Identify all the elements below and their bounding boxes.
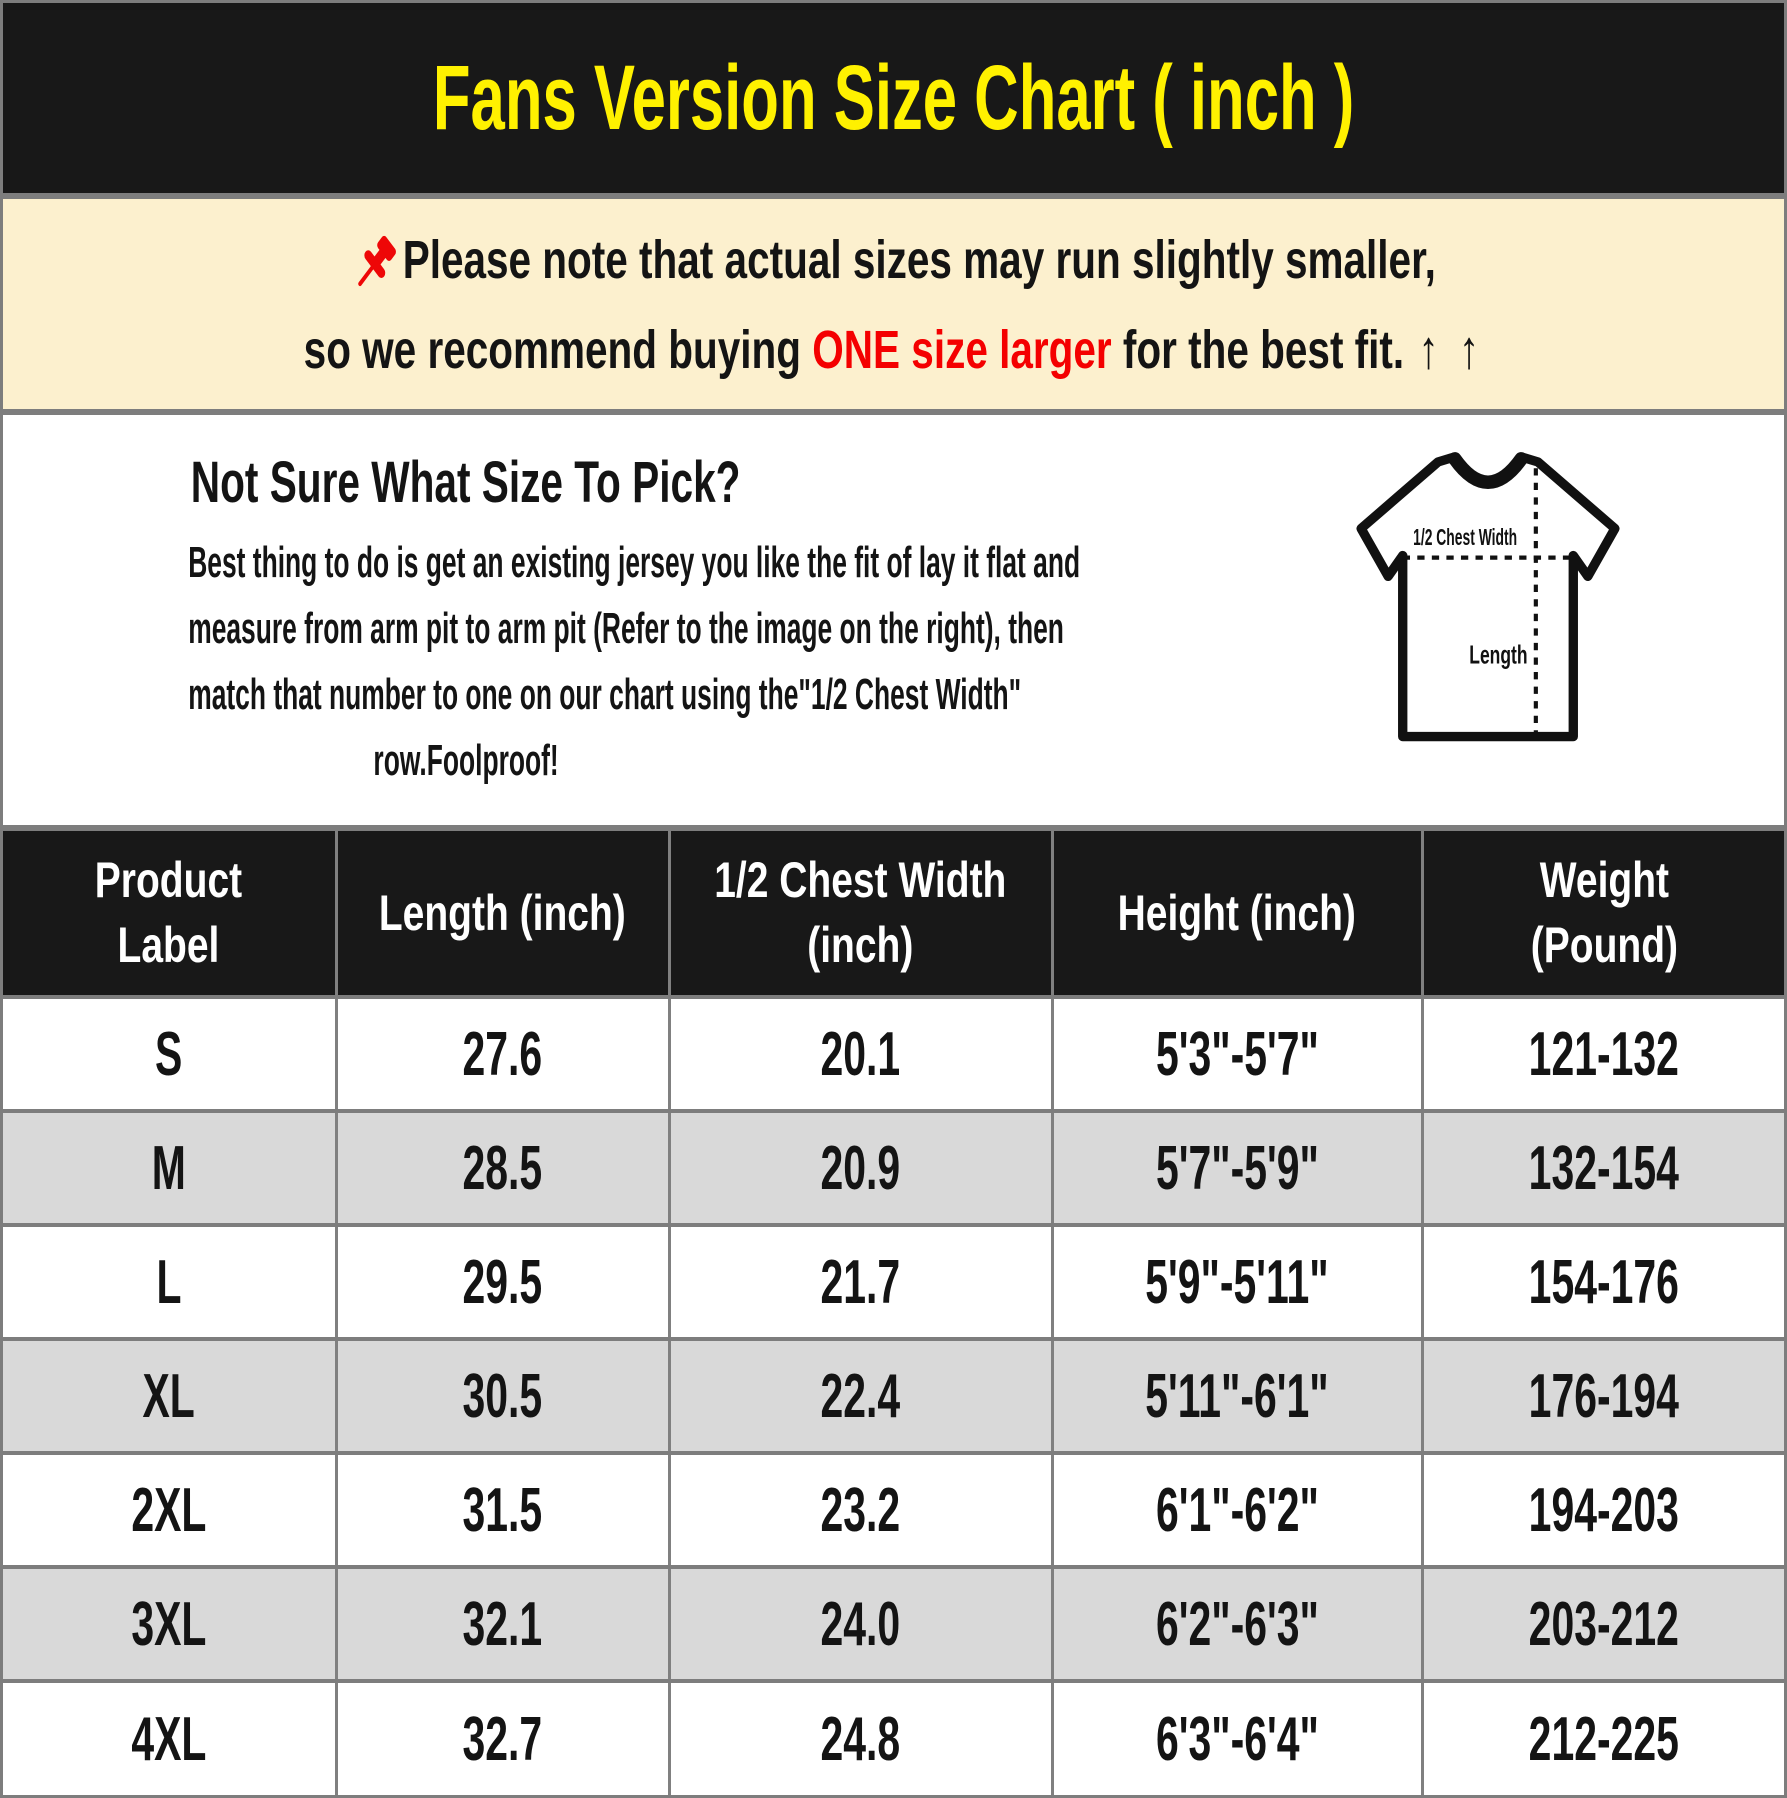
cell-length: 32.1 — [334, 1565, 670, 1681]
col-height: Height (inch) — [1050, 831, 1423, 997]
table-row: 2XL 31.5 23.2 6'1"-6'2" 194-203 — [3, 1451, 1784, 1567]
col-product-label: Product Label — [95, 852, 243, 973]
guide-heading: Not Sure What Size To Pick? — [191, 450, 741, 515]
cell-weight: 121-132 — [1420, 995, 1784, 1111]
table-row: S 27.6 20.1 5'3"-5'7" 121-132 — [3, 995, 1784, 1111]
up-arrows-icon: ↑ ↑ — [1418, 320, 1484, 380]
cell-length: 31.5 — [334, 1451, 670, 1567]
cell-height: 5'7"-5'9" — [1050, 1109, 1423, 1225]
cell-size: 4XL — [3, 1679, 337, 1795]
cell-length: 29.5 — [334, 1223, 670, 1339]
cell-length: 27.6 — [334, 995, 670, 1111]
guide-body-line: match that number to one on our chart us… — [188, 670, 1022, 719]
table-row: XL 30.5 22.4 5'11"-6'1" 176-194 — [3, 1337, 1784, 1453]
cell-height: 6'3"-6'4" — [1050, 1679, 1423, 1795]
cell-weight: 176-194 — [1420, 1337, 1784, 1453]
notice-text-1: Please note that actual sizes may run sl… — [402, 230, 1436, 290]
guide-body-line: measure from arm pit to arm pit (Refer t… — [188, 604, 1064, 653]
page-title: Fans Version Size Chart ( inch ) — [432, 46, 1355, 149]
cell-length: 28.5 — [334, 1109, 670, 1225]
cell-size: S — [3, 995, 337, 1111]
section-divider — [3, 409, 1784, 415]
cell-height: 5'3"-5'7" — [1050, 995, 1423, 1111]
section-divider — [3, 193, 1784, 199]
notice-banner: Please note that actual sizes may run sl… — [3, 199, 1784, 409]
section-divider — [3, 825, 1784, 831]
cell-weight: 212-225 — [1420, 1679, 1784, 1795]
cell-weight: 203-212 — [1420, 1565, 1784, 1681]
pushpin-icon — [358, 235, 396, 287]
table-row: L 29.5 21.7 5'9"-5'11" 154-176 — [3, 1223, 1784, 1339]
length-label: Length — [1469, 640, 1527, 670]
guide-body-line: Best thing to do is get an existing jers… — [188, 538, 1081, 587]
cell-height: 6'1"-6'2" — [1050, 1451, 1423, 1567]
col-weight: Weight (Pound) — [1420, 831, 1784, 997]
cell-weight: 194-203 — [1420, 1451, 1784, 1567]
cell-size: XL — [3, 1337, 337, 1453]
cell-chest-width: 21.7 — [667, 1223, 1052, 1339]
sizing-guide-text: Not Sure What Size To Pick? Best thing t… — [3, 415, 1081, 825]
cell-size: L — [3, 1223, 337, 1339]
cell-length: 32.7 — [334, 1679, 670, 1795]
cell-height: 6'2"-6'3" — [1050, 1565, 1423, 1681]
tshirt-measurement-icon: 1/2 Chest Width Length — [1356, 452, 1620, 742]
cell-weight: 154-176 — [1420, 1223, 1784, 1339]
size-table: Product Label Length (inch) 1/2 Chest Wi… — [3, 831, 1784, 1795]
banner: Fans Version Size Chart ( inch ) — [3, 3, 1784, 193]
cell-chest-width: 23.2 — [667, 1451, 1052, 1567]
cell-size: 3XL — [3, 1565, 337, 1681]
table-row: 3XL 32.1 24.0 6'2"-6'3" 203-212 — [3, 1565, 1784, 1681]
sizing-guide: Not Sure What Size To Pick? Best thing t… — [3, 415, 1784, 825]
cell-chest-width: 24.8 — [667, 1679, 1052, 1795]
notice-line-2: so we recommend buying ONE size larger f… — [303, 319, 1483, 381]
notice-line-1: Please note that actual sizes may run sl… — [351, 227, 1436, 293]
col-chest-width: 1/2 Chest Width (inch) — [667, 831, 1052, 997]
guide-body-line: row.Foolproof! — [373, 736, 559, 785]
size-table-header: Product Label Length (inch) 1/2 Chest Wi… — [3, 831, 1784, 997]
cell-chest-width: 24.0 — [667, 1565, 1052, 1681]
cell-height: 5'9"-5'11" — [1050, 1223, 1423, 1339]
cell-size: M — [3, 1109, 337, 1225]
size-table-body: S 27.6 20.1 5'3"-5'7" 121-132 M 28.5 20.… — [3, 995, 1784, 1795]
cell-length: 30.5 — [334, 1337, 670, 1453]
notice-text-2a: so we recommend buying — [303, 320, 813, 380]
table-row: 4XL 32.7 24.8 6'3"-6'4" 212-225 — [3, 1679, 1784, 1795]
col-length: Length (inch) — [334, 831, 670, 997]
cell-size: 2XL — [3, 1451, 337, 1567]
chest-width-label: 1/2 Chest Width — [1413, 524, 1517, 550]
cell-chest-width: 20.9 — [667, 1109, 1052, 1225]
notice-text-2b: for the best fit. — [1111, 320, 1416, 380]
tshirt-diagram: 1/2 Chest Width Length — [929, 415, 1784, 825]
cell-chest-width: 22.4 — [667, 1337, 1052, 1453]
table-row: M 28.5 20.9 5'7"-5'9" 132-154 — [3, 1109, 1784, 1225]
cell-height: 5'11"-6'1" — [1050, 1337, 1423, 1453]
cell-chest-width: 20.1 — [667, 995, 1052, 1111]
notice-highlight: ONE size larger — [812, 320, 1112, 380]
cell-weight: 132-154 — [1420, 1109, 1784, 1225]
